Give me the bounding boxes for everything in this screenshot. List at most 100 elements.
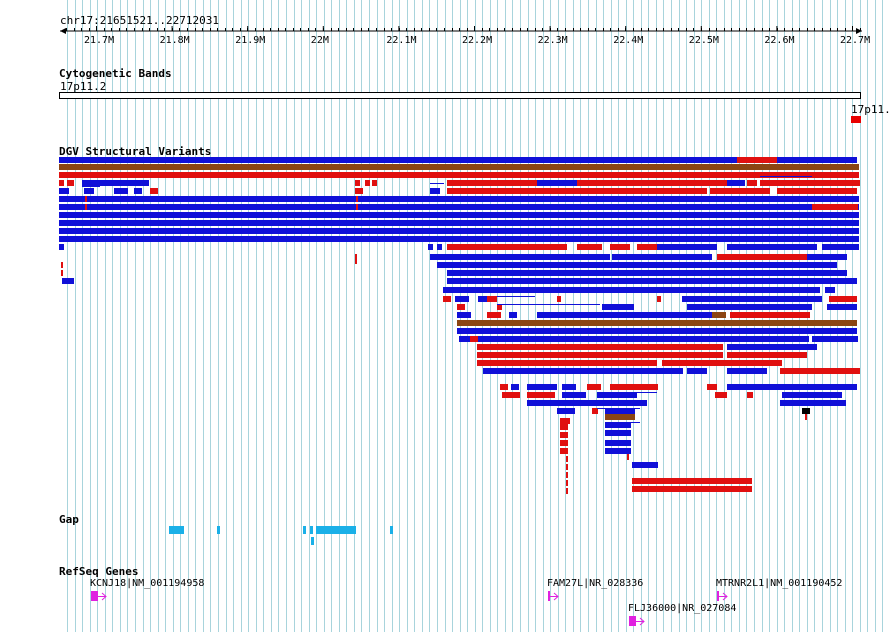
dgv-variant[interactable]: [59, 228, 859, 234]
dgv-variant[interactable]: [477, 360, 657, 366]
dgv-variant[interactable]: [459, 336, 809, 342]
dgv-variant[interactable]: [730, 312, 810, 318]
dgv-variant[interactable]: [365, 180, 370, 186]
dgv-variant[interactable]: [67, 180, 74, 186]
dgv-variant[interactable]: [605, 448, 631, 454]
dgv-variant[interactable]: [737, 157, 777, 163]
dgv-variant[interactable]: [612, 254, 712, 260]
dgv-variant[interactable]: [807, 254, 847, 260]
dgv-variant[interactable]: [825, 287, 835, 293]
dgv-variant[interactable]: [632, 462, 658, 468]
dgv-variant[interactable]: [566, 488, 568, 494]
dgv-variant[interactable]: [627, 454, 629, 460]
dgv-variant[interactable]: [717, 254, 807, 260]
dgv-variant[interactable]: [560, 424, 568, 430]
dgv-variant[interactable]: [355, 254, 357, 260]
dgv-variant[interactable]: [443, 296, 451, 302]
dgv-variant[interactable]: [662, 360, 782, 366]
dgv-variant[interactable]: [610, 244, 630, 250]
dgv-variant[interactable]: [356, 204, 358, 210]
dgv-variant[interactable]: [566, 464, 568, 470]
dgv-variant[interactable]: [630, 384, 658, 390]
dgv-variant[interactable]: [455, 296, 469, 302]
dgv-variant[interactable]: [605, 422, 631, 428]
dgv-variant[interactable]: [566, 480, 568, 486]
dgv-variant[interactable]: [447, 188, 647, 194]
dgv-variant[interactable]: [727, 352, 807, 358]
dgv-variant[interactable]: [470, 336, 478, 342]
dgv-variant[interactable]: [566, 472, 568, 478]
dgv-variant[interactable]: [134, 188, 142, 194]
dgv-variant[interactable]: [727, 180, 745, 186]
dgv-variant[interactable]: [577, 244, 602, 250]
dgv-variant[interactable]: [59, 188, 69, 194]
gap-segment[interactable]: [310, 526, 313, 534]
dgv-variant[interactable]: [355, 258, 357, 264]
dgv-variant[interactable]: [487, 312, 501, 318]
gap-segment[interactable]: [390, 526, 393, 534]
gene-label-flj36000[interactable]: FLJ36000|NR_027084: [628, 603, 737, 614]
dgv-variant[interactable]: [457, 312, 471, 318]
dgv-variant[interactable]: [687, 368, 707, 374]
gene-label-fam27l[interactable]: FAM27L|NR_028336: [547, 578, 644, 589]
dgv-variant[interactable]: [497, 304, 502, 310]
dgv-variant[interactable]: [687, 304, 812, 310]
dgv-variant[interactable]: [483, 368, 683, 374]
gene-label-kcnj18[interactable]: KCNJ18|NM_001194958: [90, 578, 205, 589]
dgv-variant[interactable]: [355, 188, 363, 194]
dgv-variant[interactable]: [457, 320, 857, 326]
dgv-variant[interactable]: [447, 180, 537, 186]
dgv-variant[interactable]: [430, 188, 440, 194]
dgv-variant[interactable]: [727, 244, 817, 250]
dgv-variant[interactable]: [59, 180, 64, 186]
dgv-variant[interactable]: [85, 196, 87, 202]
dgv-variant[interactable]: [562, 392, 586, 398]
gap-segment[interactable]: [303, 526, 306, 534]
dgv-variant[interactable]: [537, 312, 717, 318]
dgv-variant[interactable]: [710, 188, 770, 194]
dgv-variant[interactable]: [527, 392, 555, 398]
dgv-variant[interactable]: [557, 408, 575, 414]
dgv-variant[interactable]: [566, 456, 568, 462]
dgv-variant[interactable]: [443, 287, 820, 293]
cytoband-17p11-2[interactable]: [59, 92, 861, 99]
dgv-variant[interactable]: [829, 296, 857, 302]
dgv-variant[interactable]: [812, 204, 858, 210]
dgv-variant[interactable]: [61, 262, 63, 268]
dgv-variant[interactable]: [727, 368, 767, 374]
dgv-variant[interactable]: [114, 188, 128, 194]
dgv-variant[interactable]: [457, 328, 857, 334]
dgv-variant[interactable]: [587, 384, 601, 390]
dgv-variant[interactable]: [560, 448, 568, 454]
cytoband-17p11-1[interactable]: [851, 116, 861, 123]
dgv-variant[interactable]: [632, 486, 752, 492]
dgv-variant[interactable]: [605, 440, 631, 446]
dgv-variant[interactable]: [372, 180, 377, 186]
dgv-variant[interactable]: [447, 244, 567, 250]
dgv-variant[interactable]: [780, 400, 846, 406]
dgv-variant[interactable]: [84, 188, 94, 194]
dgv-variant[interactable]: [805, 414, 807, 420]
dgv-variant[interactable]: [437, 262, 837, 268]
dgv-variant[interactable]: [82, 180, 149, 186]
dgv-variant[interactable]: [637, 244, 657, 250]
dgv-variant[interactable]: [760, 180, 860, 186]
dgv-variant[interactable]: [780, 368, 860, 374]
dgv-variant[interactable]: [85, 204, 87, 210]
dgv-variant[interactable]: [632, 478, 752, 484]
dgv-variant[interactable]: [560, 440, 568, 446]
dgv-variant[interactable]: [782, 392, 842, 398]
dgv-variant[interactable]: [430, 254, 610, 260]
dgv-variant[interactable]: [562, 384, 576, 390]
dgv-variant[interactable]: [356, 196, 358, 202]
dgv-variant[interactable]: [477, 344, 723, 350]
dgv-variant[interactable]: [712, 312, 726, 318]
dgv-variant[interactable]: [62, 278, 74, 284]
dgv-variant[interactable]: [428, 244, 433, 250]
dgv-variant[interactable]: [605, 408, 635, 414]
dgv-variant[interactable]: [777, 157, 857, 163]
dgv-variant[interactable]: [647, 188, 707, 194]
dgv-variant[interactable]: [457, 304, 465, 310]
